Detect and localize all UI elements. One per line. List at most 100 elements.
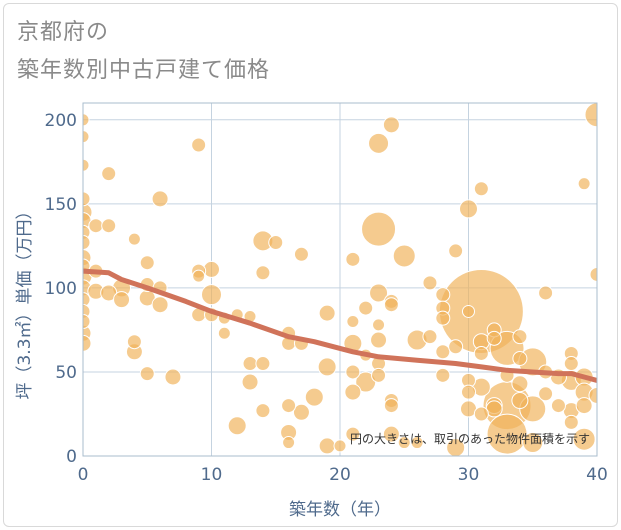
data-bubble bbox=[382, 425, 400, 443]
data-bubble bbox=[512, 351, 528, 367]
data-bubble bbox=[281, 398, 297, 414]
data-bubble bbox=[241, 373, 259, 391]
x-tick-label: 0 bbox=[78, 465, 89, 485]
data-bubble bbox=[383, 297, 399, 313]
data-bubble bbox=[164, 368, 182, 386]
data-bubble bbox=[346, 315, 360, 329]
data-bubble bbox=[318, 304, 336, 322]
data-bubble bbox=[83, 314, 91, 330]
data-bubble bbox=[88, 218, 104, 234]
y-tick-label: 200 bbox=[45, 111, 77, 131]
chart-title-line2: 築年数別中古戸建て価格 bbox=[17, 58, 271, 83]
data-bubble bbox=[511, 392, 529, 410]
data-bubble bbox=[435, 344, 451, 360]
data-bubble bbox=[410, 436, 424, 450]
data-bubble bbox=[575, 397, 593, 415]
data-bubble bbox=[282, 436, 296, 450]
data-bubble bbox=[83, 113, 90, 127]
x-tick-label: 30 bbox=[458, 465, 480, 485]
data-bubble bbox=[422, 329, 438, 345]
chart-title-line1: 京都府の bbox=[17, 20, 110, 45]
data-bubble bbox=[473, 181, 489, 197]
x-tick-label: 40 bbox=[586, 465, 608, 485]
data-bubble bbox=[139, 366, 155, 382]
data-bubble bbox=[448, 339, 464, 355]
data-bubble bbox=[344, 383, 362, 401]
data-bubble bbox=[101, 218, 117, 234]
trend-layer bbox=[83, 268, 597, 383]
data-bubble bbox=[217, 326, 231, 340]
data-bubble bbox=[435, 310, 451, 326]
data-bubble bbox=[151, 296, 169, 314]
plot-border bbox=[82, 102, 598, 457]
data-bubble bbox=[292, 403, 310, 421]
x-tick-label: 20 bbox=[329, 465, 351, 485]
data-bubble bbox=[369, 283, 389, 303]
data-bubble bbox=[522, 432, 544, 454]
data-bubble bbox=[151, 190, 169, 208]
data-bubble bbox=[383, 398, 399, 414]
data-bubble bbox=[201, 284, 222, 306]
data-bubble bbox=[572, 427, 596, 451]
data-bubble bbox=[422, 275, 438, 291]
data-bubble bbox=[113, 291, 131, 309]
data-bubble bbox=[392, 244, 416, 268]
data-bubble bbox=[83, 292, 91, 308]
trend-line bbox=[83, 268, 597, 383]
data-bubble bbox=[461, 384, 476, 400]
data-bubble bbox=[435, 367, 451, 383]
data-bubble bbox=[563, 414, 579, 430]
data-bubble bbox=[191, 137, 207, 153]
data-bubble bbox=[550, 398, 566, 414]
data-bubble bbox=[486, 330, 502, 346]
data-bubble bbox=[83, 158, 90, 172]
data-bubble bbox=[345, 426, 361, 442]
data-bubble bbox=[255, 403, 271, 419]
data-bubble bbox=[293, 246, 309, 262]
data-bubble bbox=[242, 356, 258, 372]
data-bubble bbox=[268, 235, 284, 251]
data-bubble bbox=[382, 116, 400, 134]
data-bubble bbox=[255, 265, 271, 281]
data-bubble bbox=[538, 285, 554, 301]
data-bubble bbox=[512, 329, 528, 345]
data-bubble bbox=[446, 438, 466, 456]
y-axis-label: 坪（3.3㎡）単価（万円） bbox=[15, 202, 35, 399]
data-bubble bbox=[83, 235, 91, 251]
data-bubble bbox=[317, 357, 337, 377]
data-bubble bbox=[435, 287, 451, 303]
data-bubble bbox=[83, 334, 92, 352]
data-bubble bbox=[589, 266, 597, 282]
x-axis-label: 築年数（年） bbox=[289, 500, 391, 520]
data-bubble bbox=[83, 191, 91, 207]
data-bubble bbox=[368, 132, 390, 154]
data-bubble bbox=[361, 211, 397, 247]
data-bubble bbox=[370, 331, 388, 349]
data-bubble bbox=[462, 304, 475, 318]
data-bubble bbox=[192, 269, 206, 283]
data-bubble bbox=[473, 406, 489, 422]
y-tick-label: 50 bbox=[55, 363, 77, 383]
data-bubble bbox=[318, 437, 336, 455]
data-bubble bbox=[358, 300, 374, 316]
data-bubble bbox=[511, 375, 529, 393]
y-tick-label: 100 bbox=[45, 279, 77, 299]
y-tick-label: 150 bbox=[45, 195, 77, 215]
data-bubble bbox=[127, 232, 141, 246]
data-bubble bbox=[584, 103, 597, 128]
data-bubble bbox=[333, 439, 347, 453]
data-bubble bbox=[372, 318, 386, 332]
data-bubble bbox=[397, 436, 411, 450]
data-bubble bbox=[139, 255, 155, 271]
data-bubble bbox=[227, 416, 247, 436]
tick-labels: 0 10 20 30 40 0 50 100 150 200 bbox=[45, 111, 608, 485]
data-bubble bbox=[345, 251, 361, 267]
data-bubble bbox=[588, 386, 597, 404]
data-bubble bbox=[448, 243, 464, 259]
size-legend-note: 円の大きさは、取引のあった物件面積を示す bbox=[350, 431, 590, 446]
data-bubble bbox=[563, 356, 579, 372]
data-bubble bbox=[101, 166, 117, 182]
data-bubble bbox=[126, 334, 142, 350]
data-bubble bbox=[83, 130, 90, 144]
